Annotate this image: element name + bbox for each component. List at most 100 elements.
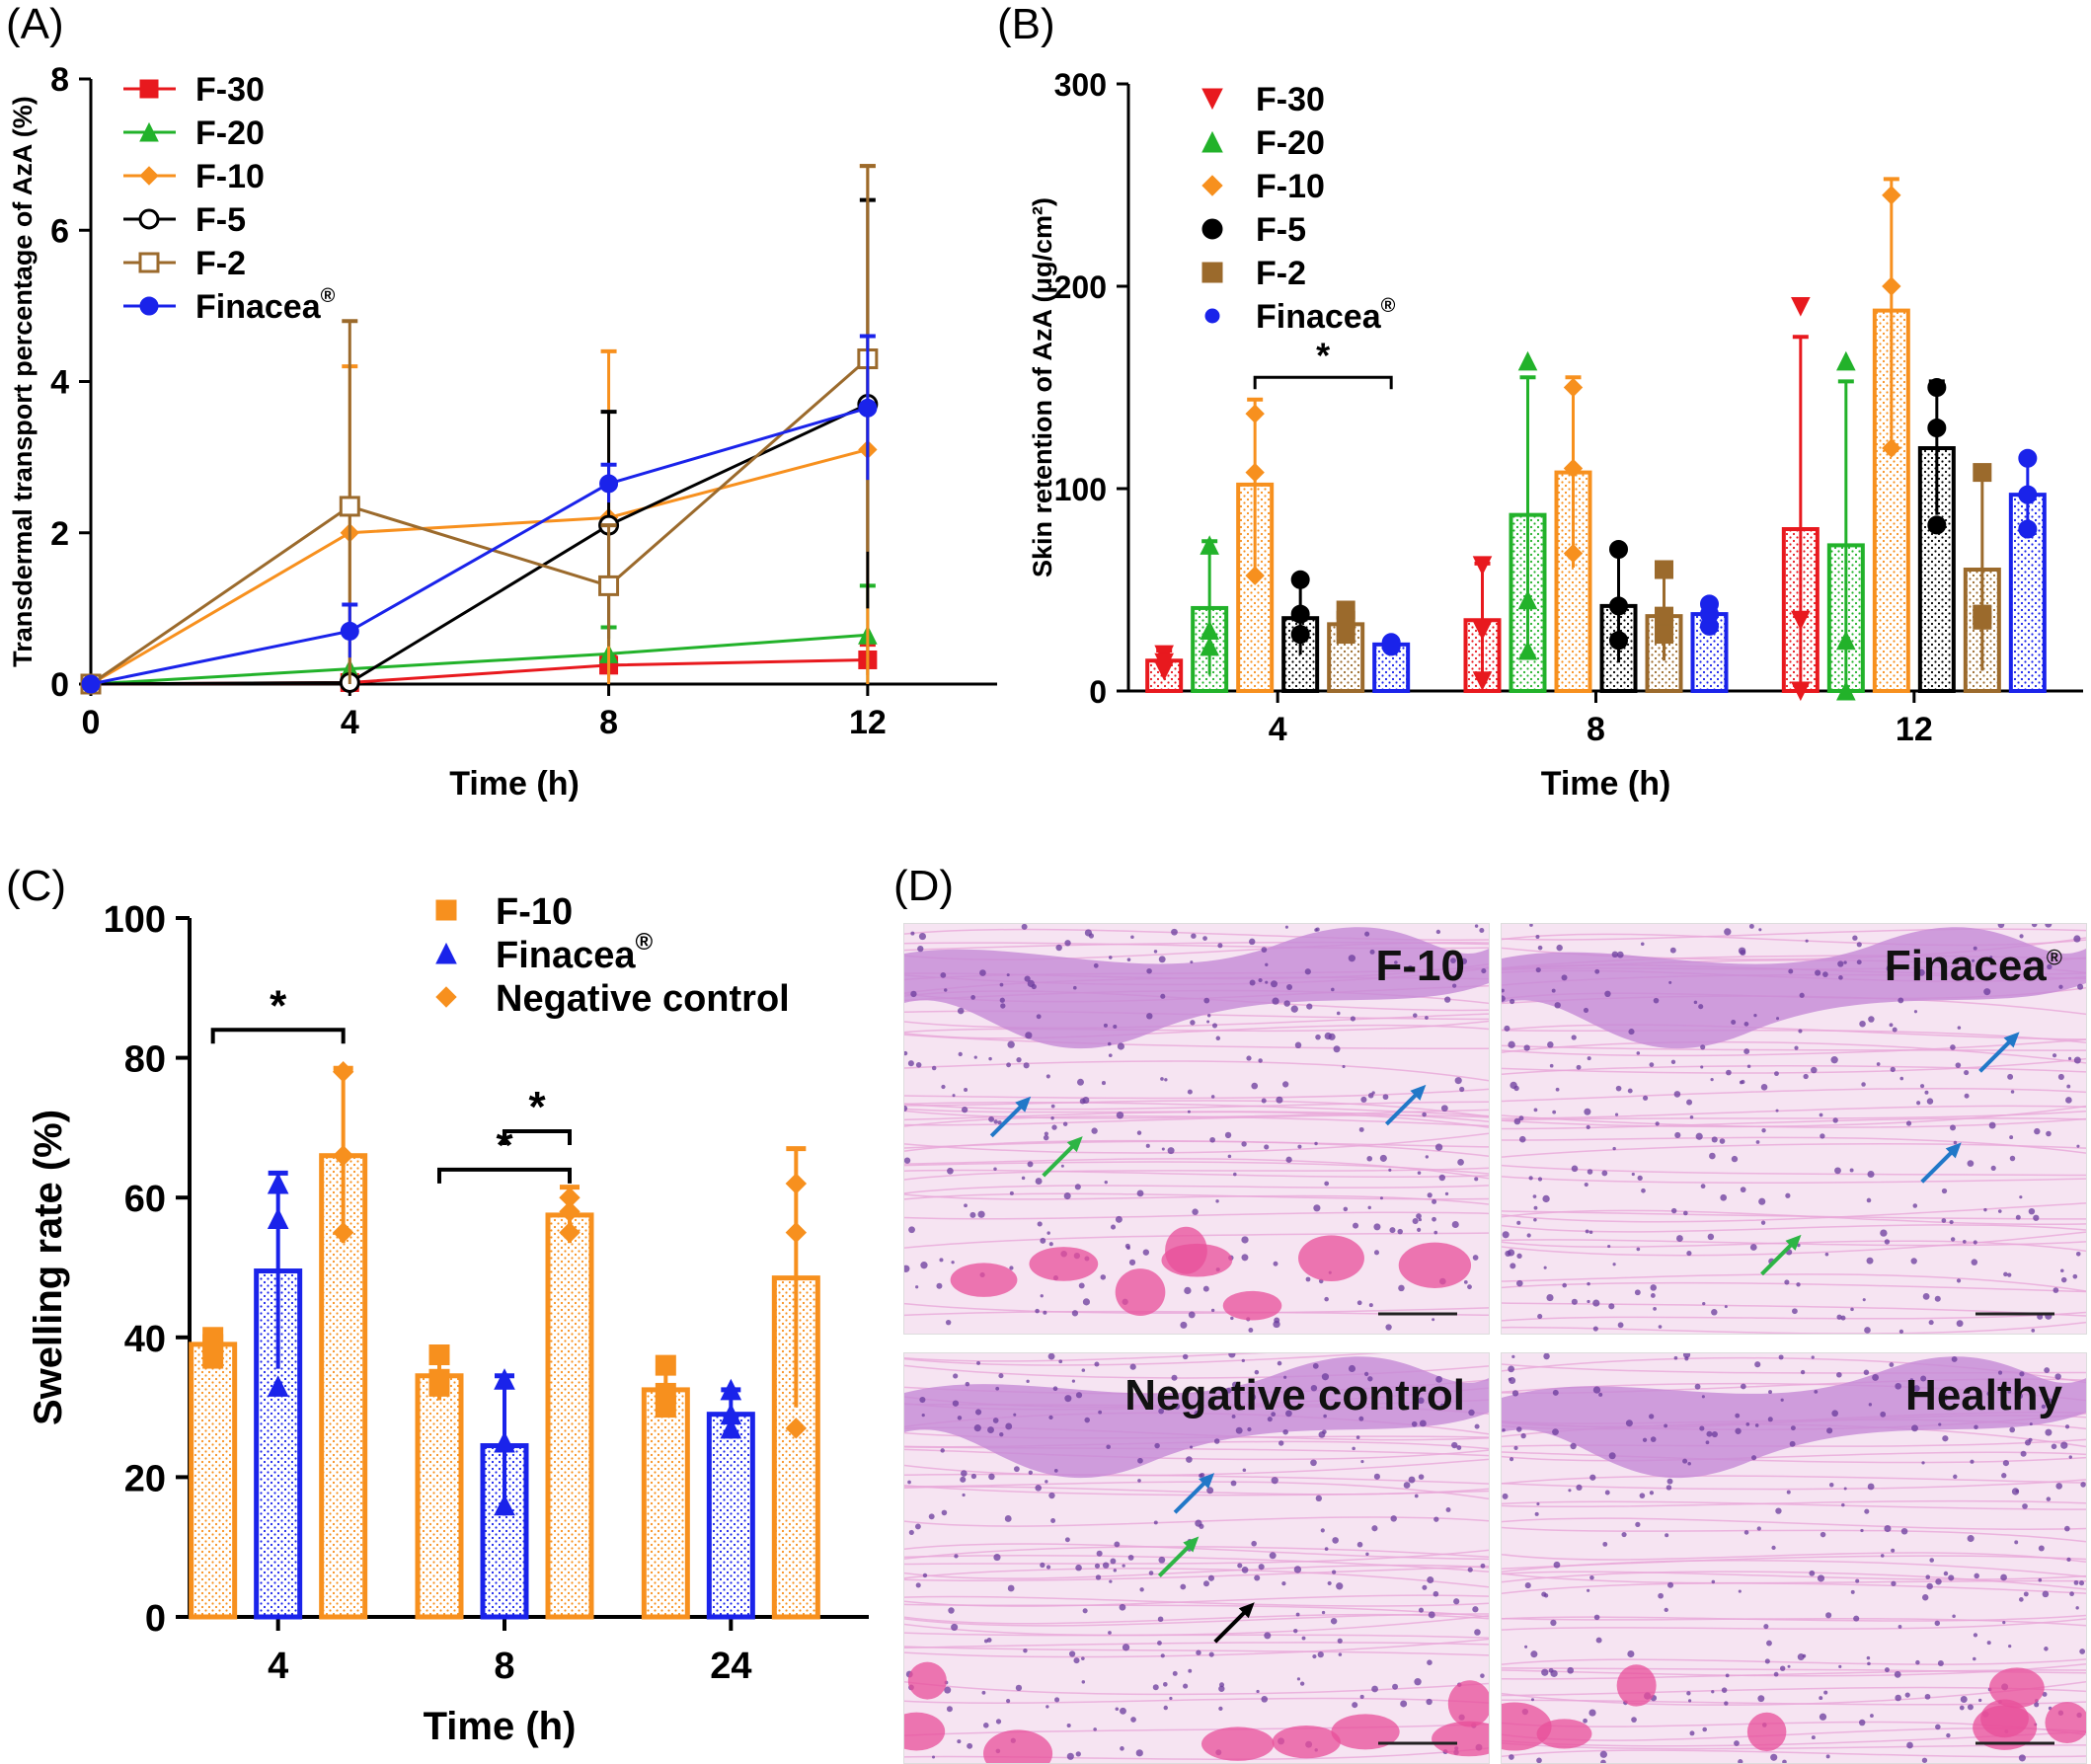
cell-nucleus — [2011, 1488, 2020, 1496]
cell-nucleus — [1343, 1206, 1349, 1212]
cell-nucleus — [1336, 1011, 1341, 1016]
cell-nucleus — [1509, 1457, 1514, 1462]
tissue-fiber — [904, 1747, 1489, 1761]
cell-nucleus — [1891, 1548, 1896, 1553]
tissue-fiber — [904, 1516, 1489, 1527]
cell-nucleus — [1755, 1140, 1760, 1144]
tissue-fiber — [904, 1448, 1489, 1461]
data-point — [428, 1344, 450, 1365]
y-axis-title: Transdermal transport percentage of AzA … — [8, 96, 38, 667]
cell-nucleus — [2060, 1276, 2067, 1283]
cell-nucleus — [1971, 1259, 1978, 1265]
cell-nucleus — [2023, 1591, 2029, 1597]
tissue-fiber — [1502, 1500, 2086, 1510]
tissue-fiber — [904, 1169, 1489, 1178]
legend-marker-f-5 — [1201, 218, 1223, 240]
cell-nucleus — [1761, 1127, 1766, 1133]
cell-nucleus — [1202, 936, 1207, 941]
cell-nucleus — [1403, 1482, 1411, 1489]
cell-nucleus — [1688, 1699, 1692, 1703]
cell-nucleus — [1241, 1141, 1247, 1147]
data-point — [1245, 566, 1265, 585]
histology-panel-healthy: Healthy — [1501, 1352, 2087, 1764]
data-point — [1927, 378, 1947, 397]
cell-nucleus — [1379, 1196, 1383, 1200]
cell-nucleus — [1576, 1064, 1582, 1070]
data-point — [720, 1417, 742, 1439]
cell-nucleus — [1913, 1385, 1920, 1392]
cell-nucleus — [1884, 1239, 1891, 1245]
legend-marker-f-10 — [1201, 175, 1223, 196]
cell-nucleus — [1910, 1258, 1917, 1265]
cell-nucleus — [1295, 1612, 1300, 1617]
cell-nucleus — [1768, 1390, 1772, 1395]
cell-nucleus — [1926, 1582, 1933, 1590]
significance-bracket — [1253, 375, 1393, 390]
cell-nucleus — [1956, 1278, 1962, 1283]
data-point — [1245, 462, 1265, 483]
cell-nucleus — [1251, 1082, 1259, 1090]
cell-nucleus — [1543, 1265, 1547, 1269]
cell-nucleus — [2008, 1644, 2012, 1649]
cell-nucleus — [1286, 983, 1293, 990]
cell-nucleus — [1587, 1281, 1590, 1286]
data-point — [1517, 589, 1538, 610]
cell-nucleus — [995, 1386, 1000, 1391]
cell-nucleus — [1695, 1132, 1703, 1140]
cell-nucleus — [1054, 1697, 1060, 1703]
cell-nucleus — [1598, 1392, 1603, 1397]
cell-nucleus — [1748, 924, 1754, 929]
cell-nucleus — [940, 1448, 945, 1453]
tissue-fiber — [1502, 928, 2086, 941]
y-tick-label: 8 — [50, 61, 69, 99]
cell-nucleus — [1757, 1695, 1765, 1703]
cell-nucleus — [1256, 1689, 1260, 1694]
cell-nucleus — [1537, 1177, 1543, 1182]
cell-nucleus — [1210, 1095, 1215, 1099]
cell-nucleus — [1928, 1320, 1934, 1326]
cell-nucleus — [1735, 1413, 1741, 1419]
cell-nucleus — [1916, 1101, 1921, 1106]
cell-nucleus — [1290, 1005, 1298, 1013]
data-point — [655, 1354, 676, 1376]
cell-nucleus — [1249, 979, 1256, 986]
cell-nucleus — [1959, 1705, 1965, 1711]
cell-nucleus — [988, 1115, 995, 1122]
cell-nucleus — [1163, 1705, 1168, 1711]
cell-nucleus — [1247, 1426, 1252, 1432]
cell-nucleus — [1707, 1233, 1715, 1241]
cell-nucleus — [1450, 958, 1456, 964]
cell-nucleus — [1706, 1430, 1713, 1437]
cell-nucleus — [1172, 1670, 1178, 1676]
cell-nucleus — [1587, 1588, 1590, 1592]
data-point — [1563, 543, 1584, 564]
cell-nucleus — [1332, 1537, 1339, 1544]
cell-nucleus — [1451, 1441, 1458, 1449]
data-point — [1609, 596, 1628, 616]
data-point — [2018, 485, 2038, 504]
legend-marker — [139, 296, 159, 316]
x-axis-title: Time (h) — [1541, 765, 1671, 803]
cell-nucleus — [2046, 1496, 2052, 1501]
cell-nucleus — [1920, 1375, 1927, 1382]
cell-nucleus — [1108, 1631, 1112, 1635]
cell-nucleus — [1825, 1612, 1832, 1619]
cell-nucleus — [2068, 1455, 2072, 1459]
cell-nucleus — [999, 982, 1004, 987]
cell-nucleus — [2018, 1754, 2026, 1762]
cell-nucleus — [1892, 1027, 1897, 1033]
cell-nucleus — [1009, 1190, 1014, 1195]
cell-nucleus — [1542, 1194, 1550, 1203]
cell-nucleus — [1169, 1696, 1173, 1701]
cell-nucleus — [1434, 1143, 1443, 1151]
cell-nucleus — [1738, 1759, 1743, 1763]
bar-group-finacea — [480, 1368, 529, 1620]
tissue-fiber — [1502, 1176, 2086, 1184]
series-line-f-10 — [90, 448, 869, 686]
cell-nucleus — [1154, 1442, 1160, 1449]
cell-nucleus — [1162, 1682, 1168, 1687]
cell-nucleus — [1422, 1584, 1428, 1590]
cell-nucleus — [1318, 1431, 1326, 1438]
data-point — [81, 674, 101, 694]
cell-nucleus — [1649, 1062, 1655, 1067]
